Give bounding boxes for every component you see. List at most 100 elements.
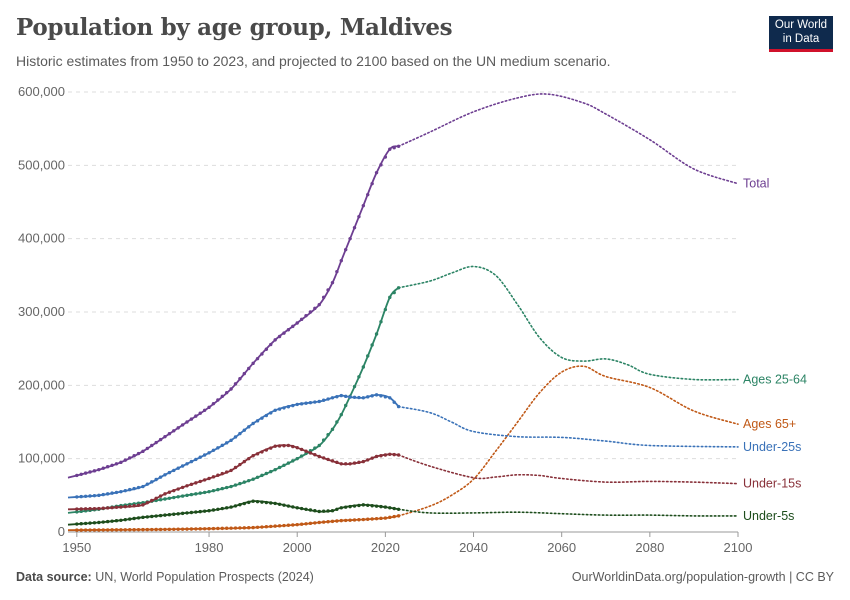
data-point (260, 352, 264, 356)
y-tick-label: 100,000 (18, 451, 65, 466)
data-point (211, 526, 216, 531)
data-point (388, 147, 392, 151)
data-point (167, 432, 172, 436)
data-point (352, 384, 357, 389)
data-point (172, 512, 176, 516)
data-point (388, 506, 392, 510)
data-point (383, 505, 388, 509)
data-point (238, 526, 242, 530)
data-point (75, 495, 79, 499)
data-point (308, 310, 313, 314)
data-point (343, 518, 348, 523)
owid-logo[interactable]: Our World in Data (769, 16, 833, 52)
data-point (216, 398, 220, 402)
data-point (242, 459, 247, 464)
data-point (295, 445, 299, 450)
data-point (247, 366, 251, 371)
data-point (396, 286, 401, 290)
data-point (348, 462, 352, 466)
data-point (370, 504, 374, 508)
y-tick-label: 200,000 (18, 377, 65, 392)
data-point (119, 505, 123, 509)
data-point (255, 525, 260, 530)
x-tick-label: 2080 (635, 540, 664, 555)
data-point (224, 470, 229, 474)
data-point (396, 404, 401, 409)
series-label: Ages 65+ (743, 417, 796, 431)
data-point (132, 454, 136, 458)
data-point (330, 396, 335, 400)
data-point (202, 408, 207, 412)
data-point (335, 420, 339, 424)
data-point (75, 473, 79, 478)
data-point (273, 467, 277, 472)
data-point (194, 414, 198, 418)
data-point (370, 181, 374, 186)
data-point (392, 452, 396, 457)
data-point (79, 509, 83, 514)
data-point (123, 458, 128, 462)
data-point (180, 423, 185, 427)
data-point (299, 522, 304, 526)
data-point (145, 482, 150, 486)
chart-title: Population by age group, Maldives (16, 14, 453, 41)
data-point (194, 510, 198, 514)
data-point (150, 514, 154, 519)
data-point (154, 514, 158, 518)
data-point (114, 519, 119, 523)
data-point (136, 451, 141, 456)
data-point (185, 462, 189, 466)
data-point (396, 453, 401, 457)
data-point (207, 476, 211, 481)
data-point (247, 425, 251, 429)
data-point (92, 493, 97, 498)
data-point (343, 403, 348, 408)
data-point (128, 528, 132, 532)
data-point (392, 290, 396, 295)
data-point (343, 462, 348, 466)
projection-line (397, 508, 739, 517)
data-point (224, 441, 229, 445)
data-point (229, 468, 233, 473)
source-url[interactable]: OurWorldinData.org/population-growth | C… (571, 570, 834, 584)
data-point (396, 514, 401, 518)
data-point (379, 394, 383, 398)
data-point (123, 528, 128, 532)
data-point (291, 459, 295, 463)
projection-line (397, 454, 739, 485)
data-point (79, 494, 83, 499)
data-point (180, 527, 185, 531)
data-point (282, 406, 286, 410)
data-point (172, 429, 176, 433)
data-point (136, 527, 141, 532)
data-point (313, 306, 317, 311)
data-point (172, 527, 176, 531)
data-point (330, 427, 335, 432)
data-point (101, 506, 105, 510)
data-point (286, 504, 291, 508)
data-point (388, 295, 392, 300)
data-point (202, 509, 207, 513)
data-point (119, 489, 123, 494)
data-point (163, 492, 167, 496)
data-point (220, 443, 224, 448)
data-point (313, 509, 317, 513)
data-point (339, 258, 343, 263)
data-point (326, 397, 330, 401)
data-point (194, 457, 198, 462)
data-point (339, 412, 343, 417)
data-point (97, 528, 101, 532)
data-point (114, 490, 119, 495)
data-point (110, 519, 114, 523)
data-point (79, 507, 83, 511)
data-point (101, 528, 105, 532)
data-point (110, 505, 114, 510)
data-point (101, 492, 105, 497)
data-point (277, 334, 282, 339)
data-point (220, 506, 224, 511)
data-point (110, 463, 114, 467)
data-point (189, 482, 194, 487)
data-point (92, 521, 97, 525)
data-point (97, 467, 101, 472)
data-point (370, 394, 374, 398)
